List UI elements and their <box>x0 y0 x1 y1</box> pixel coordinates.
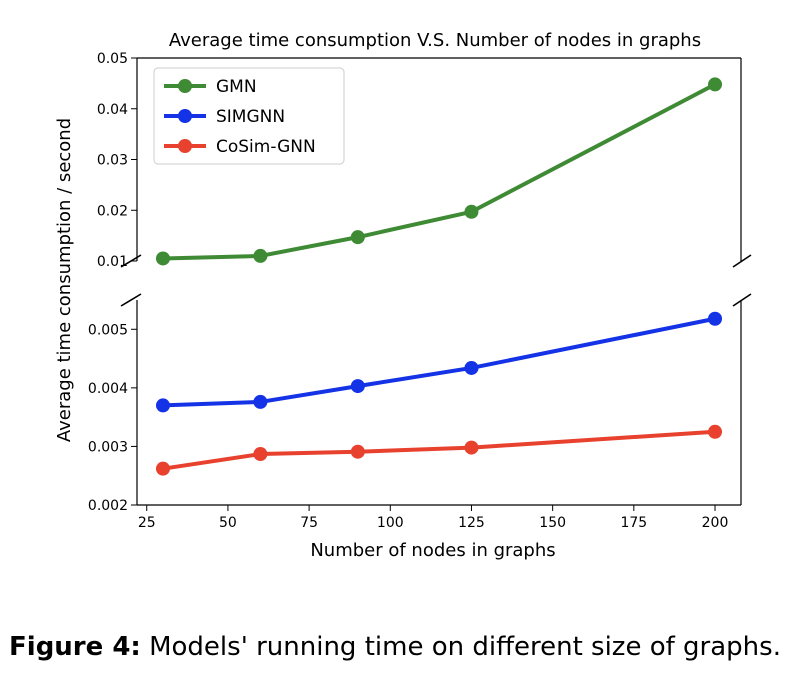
legend-label-gmn: GMN <box>216 77 257 97</box>
axis-break-mark-2 <box>120 293 142 307</box>
lower-ytick-label: 0.002 <box>88 498 128 514</box>
data-point-gmn <box>253 248 268 263</box>
xtick-label: 50 <box>219 515 237 531</box>
upper-ytick-label: 0.05 <box>97 51 128 67</box>
data-point-gmn <box>708 77 723 92</box>
legend-marker-cosim-gnn <box>178 139 192 153</box>
data-point-simgnn <box>464 360 479 375</box>
xtick-label: 25 <box>138 515 156 531</box>
legend-label-simgnn: SIMGNN <box>216 107 285 127</box>
legend-box <box>153 67 345 165</box>
data-point-simgnn <box>350 379 365 394</box>
data-point-cosim-gnn <box>155 461 170 476</box>
axis-break-mark-0 <box>120 254 142 268</box>
upper-ytick-label: 0.04 <box>97 102 128 118</box>
data-point-cosim-gnn <box>253 447 268 462</box>
caption-text: Models' running time on different size o… <box>149 632 781 662</box>
legend-marker-gmn <box>178 79 192 93</box>
axis-break-mark-1 <box>732 254 752 268</box>
chart-title: Average time consumption V.S. Number of … <box>169 30 701 51</box>
legend-label-cosim-gnn: CoSim-GNN <box>216 137 316 157</box>
data-point-simgnn <box>155 398 170 413</box>
data-point-cosim-gnn <box>350 444 365 459</box>
legend-marker-simgnn <box>178 109 192 123</box>
y-axis-label: Average time consumption / second <box>54 118 75 442</box>
xtick-label: 100 <box>377 515 404 531</box>
upper-ytick-label: 0.02 <box>97 203 128 219</box>
data-point-simgnn <box>253 394 268 409</box>
upper-ytick-label: 0.01 <box>97 254 128 270</box>
xtick-label: 75 <box>300 515 318 531</box>
lower-ytick-label: 0.003 <box>88 439 128 455</box>
data-point-gmn <box>155 251 170 266</box>
data-point-cosim-gnn <box>708 424 723 439</box>
data-point-gmn <box>464 204 479 219</box>
axis-break-mark-3 <box>732 293 752 307</box>
data-point-gmn <box>350 230 365 245</box>
lower-panel: 0.002 0.003 0.004 0.005 25 50 75 100 125 150 175 20… <box>88 300 742 531</box>
data-point-simgnn <box>708 311 723 326</box>
figure-caption: Figure 4: Models' running time on differ… <box>0 632 790 662</box>
xtick-label: 125 <box>458 515 485 531</box>
series-line-simgnn <box>162 316 716 408</box>
figure: Average time consumption V.S. Number of … <box>54 30 752 561</box>
xtick-label: 200 <box>702 515 729 531</box>
xtick-label: 150 <box>539 515 566 531</box>
lower-ytick-label: 0.005 <box>88 322 128 338</box>
series-line-cosim-gnn <box>162 429 716 471</box>
upper-ytick-label: 0.03 <box>97 153 128 169</box>
xtick-label: 175 <box>620 515 647 531</box>
x-axis-label: Number of nodes in graphs <box>310 540 555 561</box>
legend: GMN SIMGNN CoSim-GNN <box>153 67 345 165</box>
caption-label: Figure 4: <box>9 632 141 662</box>
upper-panel: 0.01 0.02 0.03 0.04 0.05 <box>97 51 742 270</box>
lower-ytick-label: 0.004 <box>88 381 128 397</box>
data-point-cosim-gnn <box>464 440 479 455</box>
